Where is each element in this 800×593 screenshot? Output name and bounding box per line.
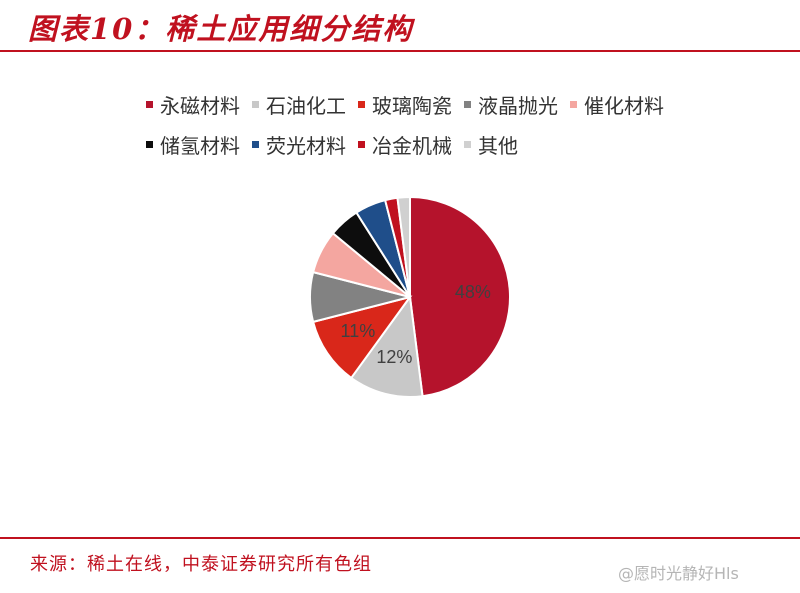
title-divider [0, 50, 800, 52]
pie-slice [311, 295, 413, 380]
legend-item: 石油化工 [252, 90, 346, 119]
legend-label: 储氢材料 [160, 133, 240, 158]
legend-label: 液晶抛光 [478, 93, 558, 118]
data-label: 11% [341, 321, 376, 341]
footer-divider [0, 537, 800, 539]
legend-row-2: 储氢材料 荧光材料 冶金机械 其他 [146, 124, 726, 164]
legend-item: 冶金机械 [358, 130, 452, 159]
legend-item: 荧光材料 [252, 130, 346, 159]
legend-swatch [146, 140, 153, 148]
legend-item: 其他 [464, 130, 518, 159]
legend-swatch [570, 100, 577, 108]
legend-row-1: 永磁材料 石油化工 玻璃陶瓷 液晶抛光 催化材料 [146, 84, 726, 124]
legend-label: 荧光材料 [266, 133, 346, 158]
legend-swatch [464, 100, 471, 108]
legend-item: 永磁材料 [146, 90, 240, 119]
legend-swatch [358, 100, 365, 108]
pie-chart: 48% 12%11% [309, 195, 511, 398]
legend-label: 催化材料 [584, 93, 664, 118]
legend-item: 催化材料 [570, 90, 664, 119]
legend-label: 冶金机械 [372, 133, 452, 158]
legend-label: 永磁材料 [160, 93, 240, 118]
pie-slice [409, 195, 511, 398]
legend-label: 石油化工 [266, 93, 346, 118]
pie-slice [396, 195, 411, 298]
legend-swatch [464, 140, 471, 148]
watermark: @愿时光静好Hls [618, 564, 739, 583]
source-note: 来源：稀土在线，中泰证券研究所有色组 [30, 554, 372, 575]
page-title: 图表10：稀土应用细分结构 [28, 12, 414, 46]
legend-swatch [252, 100, 259, 108]
data-label: 48% [455, 282, 491, 302]
legend-label: 玻璃陶瓷 [372, 93, 452, 118]
legend-swatch [146, 100, 153, 108]
data-label: 12% [376, 347, 412, 367]
pie-slice [349, 294, 424, 398]
legend-item: 液晶抛光 [464, 90, 558, 119]
legend-item: 储氢材料 [146, 130, 240, 159]
legend-item: 玻璃陶瓷 [358, 90, 452, 119]
legend-swatch [252, 140, 259, 148]
legend-swatch [358, 140, 365, 148]
legend-label: 其他 [478, 133, 518, 158]
chart-legend: 永磁材料 石油化工 玻璃陶瓷 液晶抛光 催化材料 储氢材料 荧光材料 冶金机械 … [146, 84, 726, 164]
